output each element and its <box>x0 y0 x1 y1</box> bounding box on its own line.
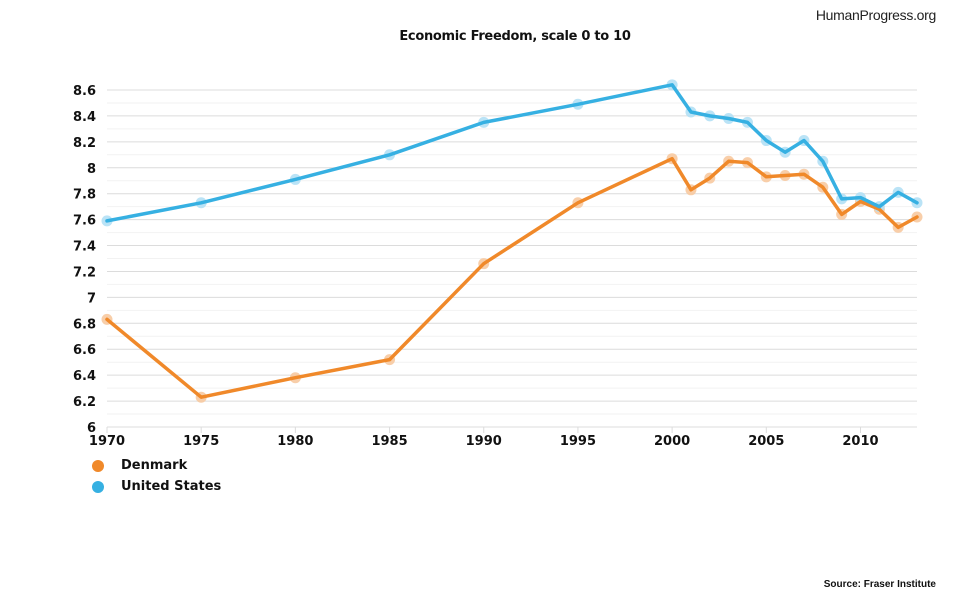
series-markers <box>101 79 923 403</box>
brand-label[interactable]: HumanProgress.org <box>815 7 936 23</box>
y-tick-label: 6.6 <box>73 343 96 358</box>
x-tick-label: 1990 <box>466 434 502 449</box>
legend-item-denmark[interactable]: Denmark <box>92 455 221 476</box>
y-tick-label: 8.4 <box>73 110 96 125</box>
x-tick-label: 1980 <box>277 434 313 449</box>
series-line-denmark <box>105 156 919 399</box>
x-tick-label: 2000 <box>654 434 690 449</box>
legend-dot-icon <box>92 459 104 472</box>
x-tick-label: 1975 <box>183 434 219 449</box>
markers-denmark <box>101 153 923 403</box>
markers-united-states <box>101 79 923 227</box>
y-tick-label: 8 <box>87 162 96 177</box>
x-axis-ticks: 1970 1975 1980 1985 1990 1995 2000 2005 2010 <box>89 434 879 449</box>
y-tick-label: 7.6 <box>73 214 96 229</box>
y-tick-label: 7 <box>87 291 96 306</box>
x-tick-label: 1995 <box>560 434 596 449</box>
y-tick-label: 7.8 <box>73 188 96 203</box>
y-tick-label: 6.4 <box>73 369 96 384</box>
legend-dot-icon <box>92 480 104 493</box>
chart-title: Economic Freedom, scale 0 to 10 <box>399 29 631 44</box>
x-tick-label: 2005 <box>748 434 784 449</box>
y-tick-label: 7.4 <box>73 240 96 255</box>
y-axis-ticks: 6 6.2 6.4 6.6 6.8 7 7.2 7.4 7.6 7.8 8 8.2 8.4 8.6 <box>73 84 96 436</box>
y-tick-label: 6.2 <box>73 395 96 410</box>
y-tick-label: 8.2 <box>73 136 96 151</box>
legend-label: United States <box>121 479 222 494</box>
y-tick-label: 7.2 <box>73 265 96 280</box>
y-tick-label: 8.6 <box>73 84 96 99</box>
legend-item-united-states[interactable]: United States <box>92 476 221 497</box>
series-line-united-states <box>105 83 919 223</box>
y-tick-label: 6 <box>87 421 96 436</box>
x-tick-label: 1970 <box>89 434 125 449</box>
legend: Denmark United States <box>92 455 221 497</box>
legend-label: Denmark <box>121 458 188 473</box>
source-note: Source: Fraser Institute <box>823 579 936 590</box>
x-tick-label: 2010 <box>842 434 878 449</box>
y-tick-label: 6.8 <box>73 317 96 332</box>
series-lines <box>105 83 919 399</box>
x-tick-label: 1985 <box>371 434 407 449</box>
gridlines <box>107 89 917 415</box>
axes <box>106 426 917 433</box>
